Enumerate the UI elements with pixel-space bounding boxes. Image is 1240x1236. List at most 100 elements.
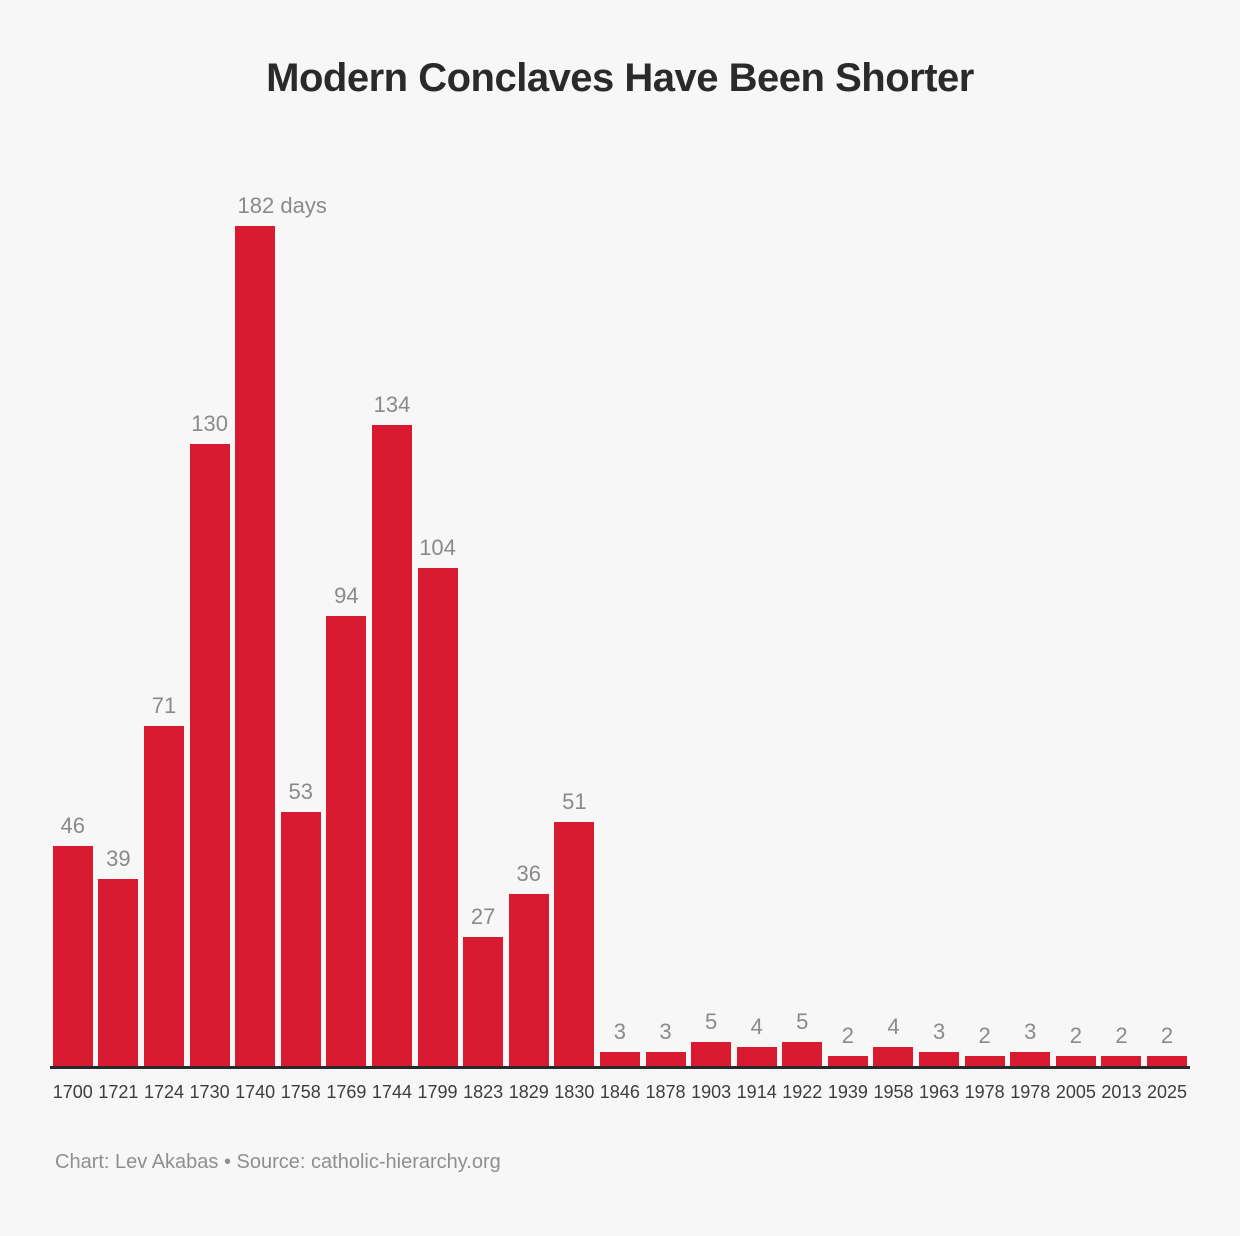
bar-slot: 71: [141, 195, 187, 1066]
x-tick-label: 1922: [782, 1082, 823, 1102]
x-tick-label: 1830: [554, 1082, 595, 1102]
bar: [508, 893, 549, 1066]
x-tick-label: 2013: [1101, 1082, 1142, 1102]
bar-value-label: 134: [373, 391, 411, 417]
bar: [1101, 1056, 1142, 1066]
bar-value-label: 51: [562, 788, 587, 814]
bar-value-label: 46: [60, 812, 86, 838]
bar: [189, 443, 230, 1066]
bar: [463, 936, 504, 1066]
bar-slot: 2: [1144, 195, 1190, 1066]
bar-value-label: 130: [191, 410, 228, 436]
bar-slot: 2: [962, 195, 1008, 1066]
bar-slot: 27: [460, 195, 506, 1066]
bar-value-label: 3: [659, 1018, 672, 1044]
bar-slot: 2: [825, 195, 871, 1066]
bar-value-label: 5: [796, 1009, 809, 1035]
bar: [52, 845, 93, 1066]
bar-slot: 53: [278, 195, 324, 1066]
bar-value-label: 53: [288, 779, 313, 805]
bar-value-label: 2: [1115, 1023, 1128, 1049]
x-tick-label: 1958: [873, 1082, 914, 1102]
x-tick-label: 1769: [326, 1082, 367, 1102]
bar: [554, 821, 595, 1066]
bar-value-label: 3: [932, 1018, 946, 1044]
source-credit: Chart: Lev Akabas • Source: catholic-hie…: [55, 1151, 501, 1173]
bar-slot: 182 days: [232, 195, 327, 1066]
bar: [919, 1051, 960, 1066]
bar: [645, 1051, 686, 1066]
x-tick-label: 1823: [463, 1082, 504, 1102]
bar: [143, 726, 184, 1066]
bar: [1147, 1056, 1188, 1066]
x-tick-label: 1721: [98, 1082, 139, 1102]
x-tick-label: 1730: [189, 1082, 230, 1102]
x-tick-label: 1740: [235, 1082, 276, 1102]
bar: [782, 1042, 823, 1066]
bar-value-label: 4: [750, 1013, 763, 1039]
bar-slot: 104: [415, 195, 461, 1066]
bar-slot: 3: [643, 195, 689, 1066]
x-tick-label: 1744: [371, 1082, 412, 1102]
bar-slot: 2: [1099, 195, 1145, 1066]
x-tick-label: 1903: [691, 1082, 732, 1102]
bar-slot: 39: [96, 195, 142, 1066]
bar-value-label: 104: [419, 535, 456, 561]
bar-value-label: 71: [151, 693, 177, 719]
x-tick-label: 1724: [143, 1082, 184, 1102]
bar: [326, 616, 367, 1066]
x-tick-label: 1700: [52, 1082, 93, 1102]
x-tick-label: 1878: [645, 1082, 686, 1102]
bar: [599, 1051, 640, 1066]
bar-value-label: 36: [516, 860, 541, 886]
bar-value-label: 3: [613, 1018, 627, 1044]
bar-slot: 130: [187, 195, 233, 1066]
bar: [827, 1056, 868, 1066]
bar: [280, 812, 321, 1066]
bar-chart: 46 39 71 130 182 days 53 94 134 104 27 36 51 3 3 5 4 5 2 4…: [50, 195, 1190, 1103]
bar: [873, 1046, 914, 1066]
bar-slot: 3: [1007, 195, 1053, 1066]
bars-area: 46 39 71 130 182 days 53 94 134 104 27 36 51 3 3 5 4 5 2 4…: [50, 195, 1190, 1066]
bar: [691, 1042, 732, 1066]
bar-value-label: 2: [978, 1023, 991, 1049]
x-axis-line: [50, 1066, 1190, 1069]
bar-value-label: 39: [106, 846, 131, 872]
x-tick-label: 1978: [1010, 1082, 1051, 1102]
bar: [371, 424, 412, 1066]
x-tick-label: 2005: [1055, 1082, 1096, 1102]
bar-slot: 2: [1053, 195, 1099, 1066]
x-tick-label: 1846: [599, 1082, 640, 1102]
bar-value-label: 4: [887, 1013, 900, 1039]
bar-slot: 4: [734, 195, 780, 1066]
x-tick-label: 1758: [280, 1082, 321, 1102]
x-tick-label: 1978: [964, 1082, 1005, 1102]
bar-slot: 5: [780, 195, 826, 1066]
x-tick-label: 1799: [417, 1082, 458, 1102]
bar-slot: 94: [324, 195, 370, 1066]
bar-slot: 5: [688, 195, 734, 1066]
bar-value-label: 3: [1024, 1018, 1037, 1044]
bar-slot: 51: [552, 195, 598, 1066]
x-tick-label: 1829: [508, 1082, 549, 1102]
bar: [1010, 1051, 1051, 1066]
x-axis-tick-labels: 1700 1721 1724 1730 1740 1758 1769 1744 1799 1823…: [50, 1082, 1190, 1103]
bar-value-label: 27: [470, 903, 496, 929]
bar: [1055, 1056, 1096, 1066]
bar-slot: 3: [597, 195, 643, 1066]
bar-slot: 134: [369, 195, 415, 1066]
bar: [417, 568, 458, 1066]
bar-value-label: 2: [1160, 1023, 1174, 1049]
chart-title: Modern Conclaves Have Been Shorter: [266, 56, 974, 100]
bar: [736, 1046, 777, 1066]
bar-slot: 36: [506, 195, 552, 1066]
x-tick-label: 2025: [1147, 1082, 1188, 1102]
x-tick-label: 1939: [827, 1082, 868, 1102]
bar-slot: 46: [50, 195, 96, 1066]
bar-value-label: 94: [334, 583, 359, 609]
bar-value-label: 2: [1069, 1023, 1082, 1049]
bar-slot: 3: [916, 195, 962, 1066]
bar: [235, 226, 276, 1066]
x-tick-label: 1963: [919, 1082, 960, 1102]
